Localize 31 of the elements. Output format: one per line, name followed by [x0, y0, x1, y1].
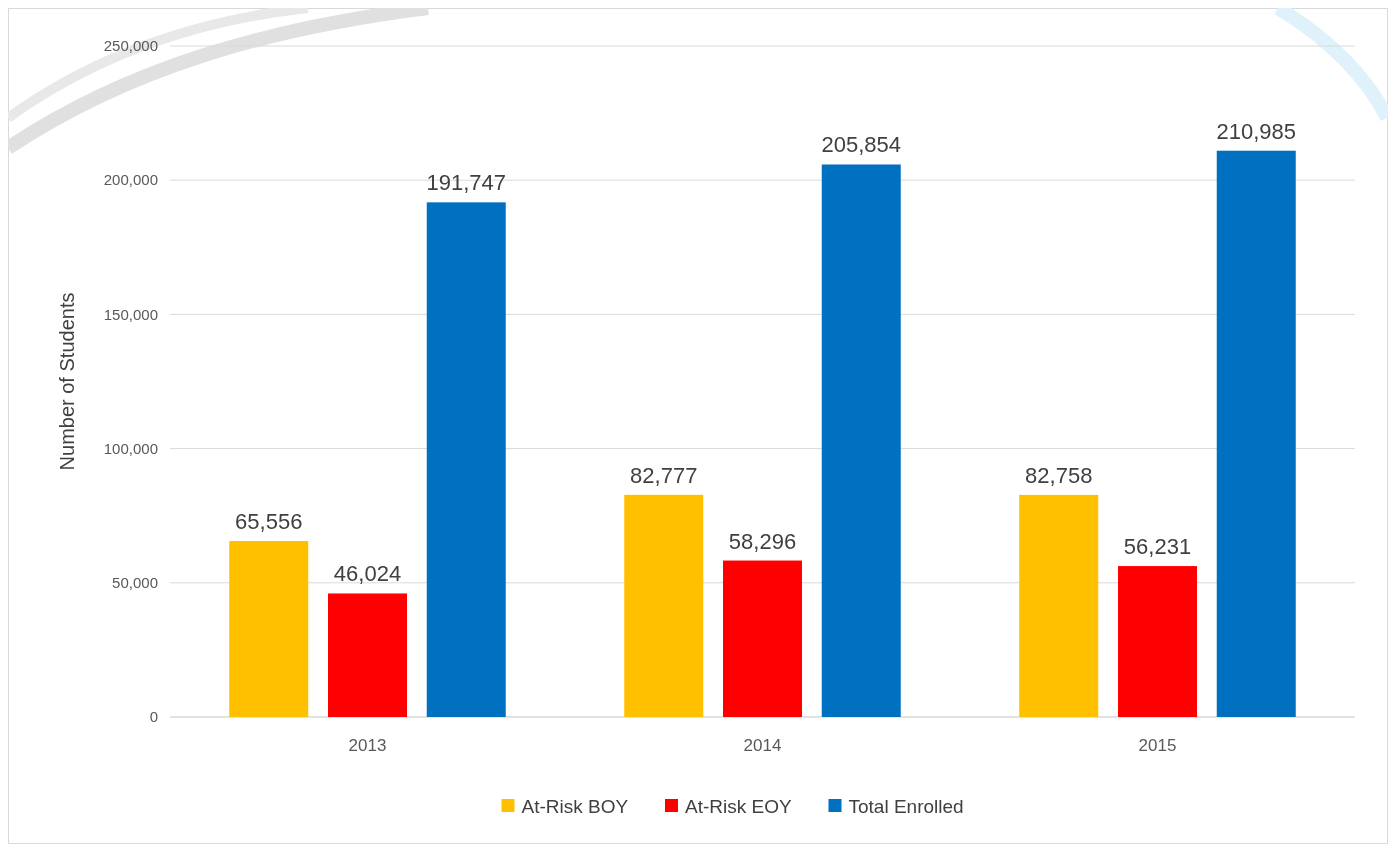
data-label: 82,758	[1025, 462, 1093, 488]
x-tick-label: 2015	[1138, 736, 1177, 755]
y-tick-label: 100,000	[103, 439, 158, 457]
y-tick-label: 200,000	[103, 171, 158, 189]
legend-label: Total Enrolled	[848, 795, 964, 817]
data-label: 46,024	[333, 561, 402, 587]
bar	[328, 593, 407, 717]
bar	[624, 494, 704, 717]
x-tick-label: 2013	[348, 736, 387, 755]
data-label: 210,985	[1216, 118, 1297, 144]
data-label: 58,296	[728, 528, 797, 554]
data-label: 82,777	[630, 462, 698, 488]
data-label: 65,556	[235, 509, 303, 535]
x-tick-label: 2014	[743, 736, 782, 755]
bar	[1019, 494, 1099, 717]
bar	[821, 164, 901, 717]
legend-label: At-Risk EOY	[685, 795, 792, 817]
bar	[1118, 566, 1197, 717]
y-tick-label: 0	[149, 708, 158, 726]
y-tick-label: 150,000	[103, 305, 158, 323]
y-tick-label: 250,000	[103, 37, 158, 55]
bar	[1216, 150, 1296, 717]
data-label: 205,854	[821, 132, 902, 158]
y-tick-label: 50,000	[112, 574, 158, 592]
data-label: 191,747	[426, 170, 507, 196]
bar	[426, 202, 506, 717]
bar	[229, 541, 309, 717]
data-label: 56,231	[1123, 534, 1192, 560]
legend-label: At-Risk BOY	[521, 795, 629, 817]
y-axis-title: Number of Students	[56, 292, 78, 471]
bar	[723, 560, 802, 717]
